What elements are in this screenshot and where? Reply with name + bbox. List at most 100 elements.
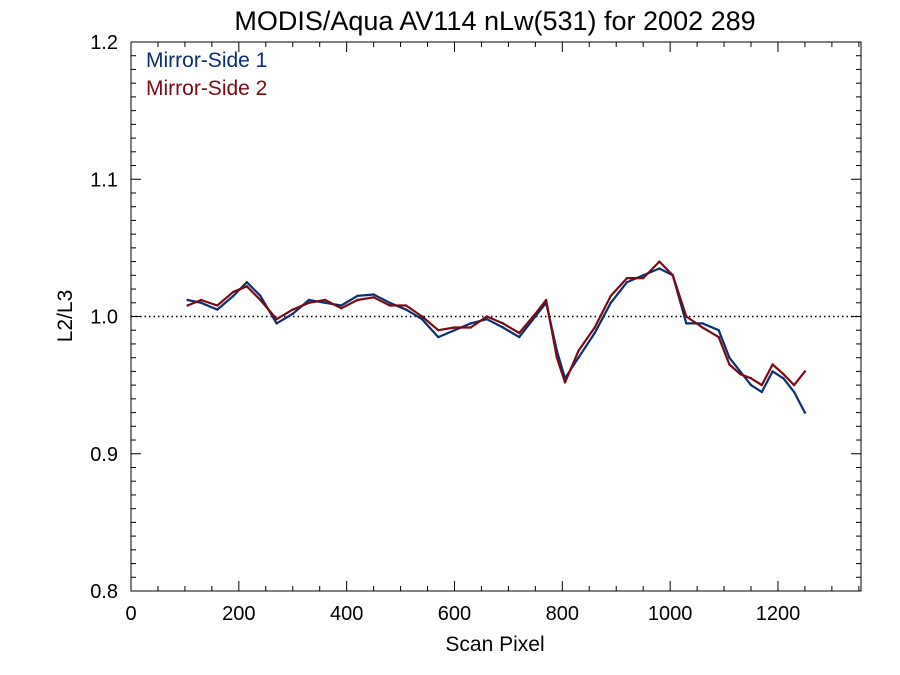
data-point [404,304,408,307]
data-point [307,298,311,302]
x-axis: 0 200 400 600 800 1000 1200 [125,42,860,625]
data-point [437,335,440,339]
data-point [792,390,796,394]
data-point [186,298,189,302]
data-point [420,315,424,318]
x-tick-label: 800 [546,603,579,625]
data-point [259,294,262,298]
data-point [485,318,488,321]
data-point [739,370,742,373]
data-point [245,285,249,288]
data-point [563,381,567,384]
data-point [803,411,807,414]
data-point [501,326,505,329]
data-point [782,377,785,380]
data-point [245,281,249,284]
series-layer [186,260,807,414]
y-tick-label: 0.8 [90,581,118,603]
data-point [609,301,612,304]
data-point [577,349,580,352]
data-point [259,298,262,302]
y-axis: 0.8 0.9 1.0 1.1 1.2 [90,32,861,603]
y-tick-label: 0.9 [90,444,118,466]
data-point [717,329,720,332]
data-point [593,326,596,329]
data-point [388,301,391,304]
data-point [307,301,311,304]
data-point [642,274,645,277]
data-point [186,304,189,307]
x-tick-label: 0 [125,603,136,625]
data-point [199,298,203,302]
data-point [356,298,359,302]
data-point [453,329,456,332]
data-point [469,326,472,329]
data-point [593,331,596,335]
data-point [749,383,753,387]
x-tick-label: 1200 [756,603,801,625]
data-point [372,296,375,299]
data-point [577,356,580,359]
data-point [388,304,391,307]
data-point [544,298,548,302]
data-point [728,363,731,366]
data-point [749,377,753,380]
data-point [609,294,612,298]
x-tick-label: 1000 [648,603,693,625]
data-point [232,294,235,298]
data-point [760,383,763,387]
series-line-mirror-side-2 [187,260,806,387]
data-point [555,356,559,359]
y-tick-label: 1.1 [90,169,118,191]
data-point [534,312,537,315]
x-tick-label: 600 [438,603,471,625]
data-point [453,326,456,329]
legend-entry-mirror-side-1: Mirror-Side 1 [146,49,267,72]
data-point [437,329,440,332]
data-point [518,335,521,339]
x-axis-label: Scan Pixel [445,633,544,656]
data-point [372,293,375,296]
data-point [518,331,521,335]
data-point [658,260,661,263]
data-point [642,276,645,280]
data-point [771,363,774,366]
data-point [323,298,327,302]
data-point [232,290,235,293]
data-point [803,370,807,373]
data-point [701,326,704,329]
data-point [625,276,629,280]
y-tick-label: 1.0 [90,307,118,329]
chart-title: MODIS/Aqua AV114 nLw(531) for 2002 289 [234,6,755,36]
series-line-mirror-side-1 [187,267,806,414]
data-point [658,267,661,270]
data-point [625,281,629,284]
data-point [291,312,294,315]
legend: Mirror-Side 1 Mirror-Side 2 [146,49,267,100]
data-point [771,370,774,373]
legend-entry-mirror-side-2: Mirror-Side 2 [146,77,267,100]
data-point [792,383,796,387]
data-point [420,318,424,321]
data-point [501,322,505,325]
data-point [340,304,343,307]
data-point [717,335,720,339]
data-point [275,318,278,321]
data-point [739,372,742,376]
data-point [216,304,219,307]
data-point [485,315,488,318]
data-point [782,372,785,376]
data-point [685,322,688,325]
data-point [701,322,704,325]
data-point [404,308,408,311]
data-point [323,301,327,304]
data-point [356,294,359,298]
data-point [685,315,688,318]
data-point [340,307,343,310]
data-point [216,308,219,311]
data-point [671,274,674,277]
data-point [275,322,278,325]
data-point [291,308,294,311]
x-tick-label: 200 [222,603,255,625]
